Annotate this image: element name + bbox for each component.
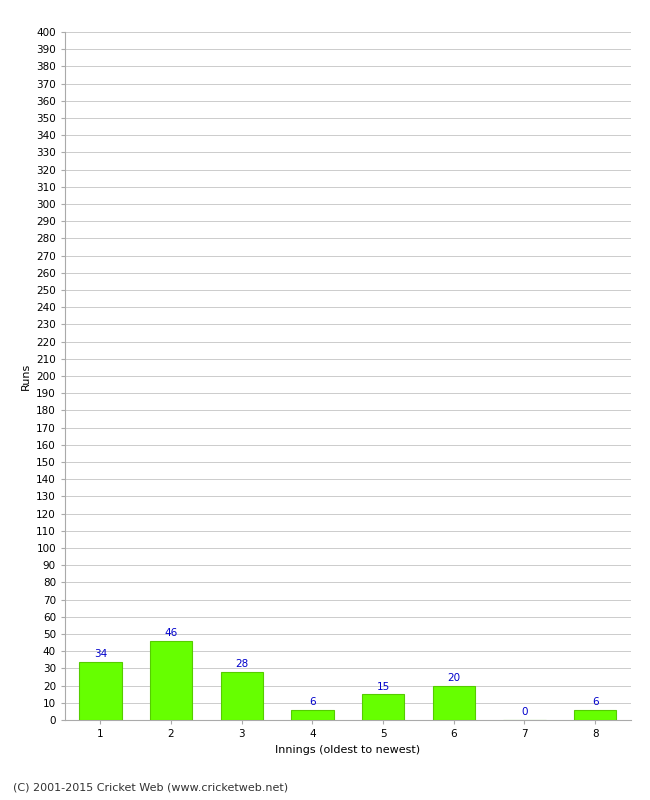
- Text: 28: 28: [235, 659, 248, 670]
- Text: (C) 2001-2015 Cricket Web (www.cricketweb.net): (C) 2001-2015 Cricket Web (www.cricketwe…: [13, 782, 288, 792]
- Y-axis label: Runs: Runs: [21, 362, 31, 390]
- Bar: [220, 672, 263, 720]
- Text: 46: 46: [164, 628, 177, 638]
- X-axis label: Innings (oldest to newest): Innings (oldest to newest): [275, 745, 421, 754]
- Bar: [433, 686, 475, 720]
- Text: 6: 6: [592, 697, 599, 707]
- Bar: [150, 641, 192, 720]
- Bar: [291, 710, 333, 720]
- Bar: [574, 710, 616, 720]
- Text: 34: 34: [94, 649, 107, 659]
- Text: 20: 20: [447, 673, 460, 683]
- Text: 6: 6: [309, 697, 316, 707]
- Text: 0: 0: [521, 707, 528, 718]
- Bar: [79, 662, 122, 720]
- Text: 15: 15: [376, 682, 390, 692]
- Bar: [362, 694, 404, 720]
